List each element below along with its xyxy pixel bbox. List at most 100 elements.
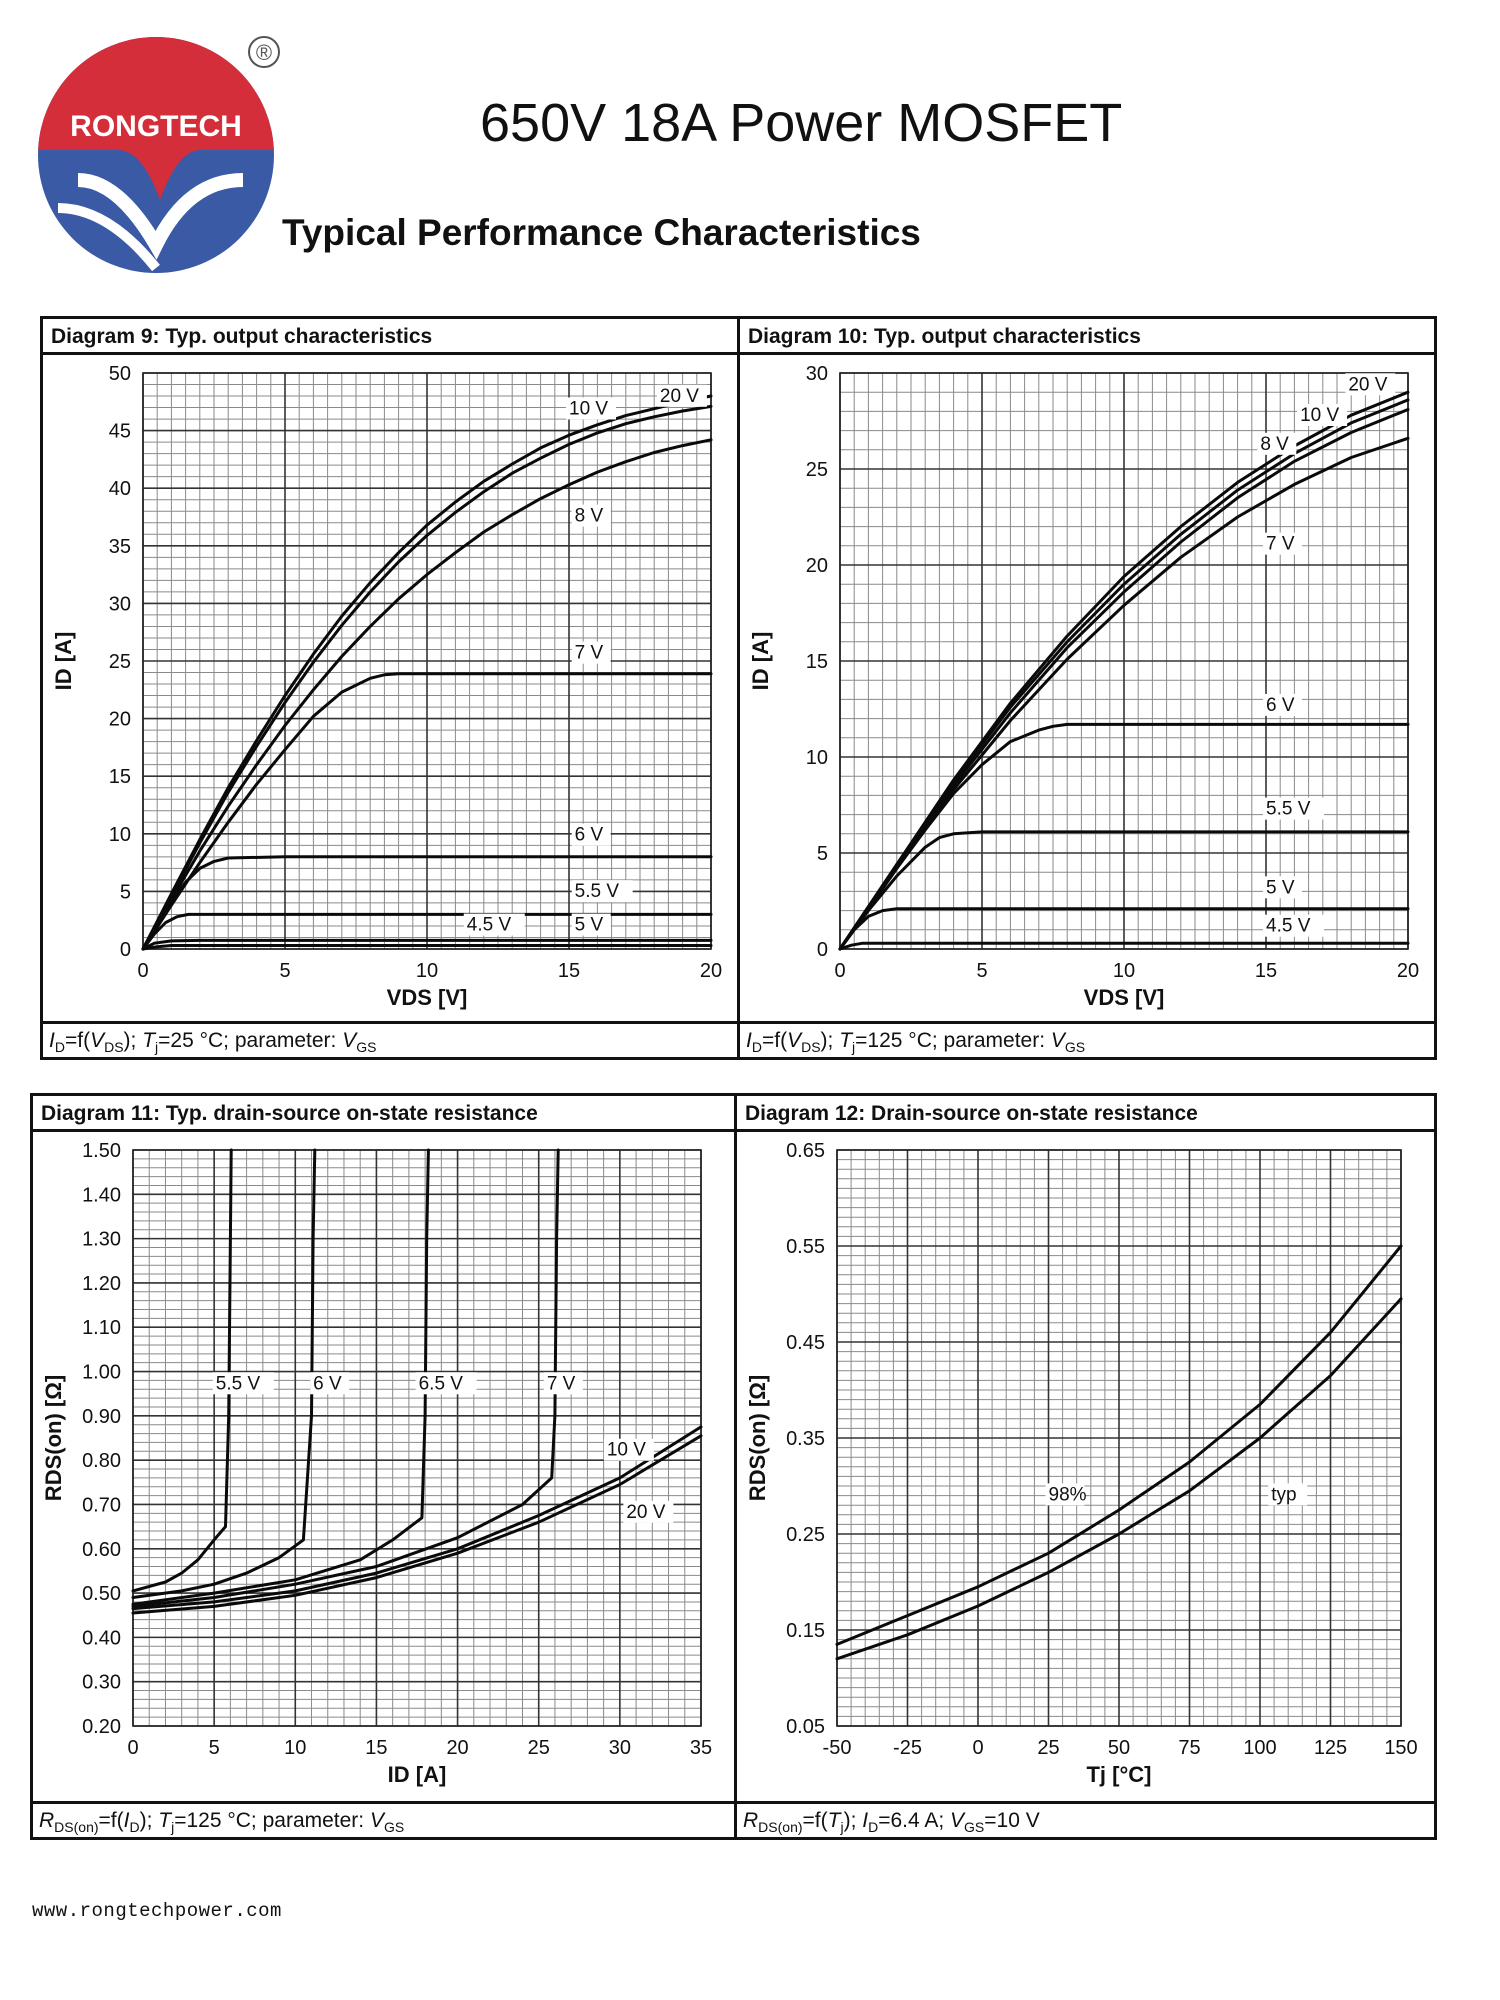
diagram-11-y-tick-label: 0.40	[82, 1627, 121, 1649]
diagram-11-label-bg	[310, 1372, 350, 1395]
diagram-12-y-tick-label: 0.35	[786, 1428, 825, 1450]
diagram-9-label-bg	[571, 504, 611, 527]
diagram-9-label-bg	[463, 913, 525, 936]
diagram-10-x-tick-label: 20	[1397, 960, 1419, 982]
diagram-11-y-tick-label: 1.40	[82, 1184, 121, 1206]
diagram-10-chart: 0 5 10 15 20 0 5 10 15 20 25 30 VDS [V] ID [A] 20 V 10 …	[748, 363, 1419, 1010]
diagram-10-label-bg	[1263, 532, 1302, 555]
diagram-10-title: Diagram 10: Typ. output characteristics	[740, 319, 1434, 355]
diagram-11-x-tick-label: 20	[446, 1737, 468, 1759]
diagram-11-series-label-7-v: 7 V	[547, 1373, 576, 1394]
diagram-12-series-label-typ: typ	[1271, 1484, 1296, 1505]
diagram-9-x-tick-label: 5	[279, 960, 290, 982]
diagram-12-y-tick-label: 0.55	[786, 1236, 825, 1258]
diagram-12-series-typ	[835, 1297, 1403, 1661]
diagram-11-y-tick-label: 0.60	[82, 1539, 121, 1561]
diagram-9-y-tick-label: 0	[120, 939, 131, 961]
diagram-11-series-5-5-v	[131, 1148, 233, 1593]
diagram-9-series-label-10-v: 10 V	[569, 398, 608, 419]
diagram-11-series-6-v	[131, 1148, 317, 1599]
diagram-9-y-tick-label: 30	[109, 593, 131, 615]
diagram-10-x-tick-label: 15	[1255, 960, 1277, 982]
diagram-9-series-20-v	[141, 394, 713, 951]
diagram-11-series-label-5-5-v: 5.5 V	[216, 1373, 261, 1394]
diagram-10-x-tick-label: 0	[834, 960, 845, 982]
diagram-11-series-label-20-v: 20 V	[626, 1502, 665, 1523]
diagram-9-series-label-8-v: 8 V	[575, 506, 604, 527]
diagram-9-series-label-20-v: 20 V	[660, 386, 699, 407]
diagram-11-x-tick-label: 5	[209, 1737, 220, 1759]
diagram-10-x-axis-label: VDS [V]	[1084, 985, 1165, 1010]
diagram-12-y-tick-label: 0.25	[786, 1524, 825, 1546]
diagram-12-label-bg	[1045, 1483, 1085, 1506]
logo-wordmark: RONGTECH	[70, 110, 242, 143]
diagram-9-x-tick-label: 15	[558, 960, 580, 982]
diagram-10-y-tick-label: 5	[817, 843, 828, 865]
diagram-10-series-label-8-v: 8 V	[1260, 434, 1289, 455]
diagram-10-y-tick-label: 15	[806, 651, 828, 673]
diagram-10-label-bg	[1263, 797, 1324, 820]
diagram-11-y-tick-label: 0.30	[82, 1672, 121, 1694]
diagram-9-series-7-v	[141, 672, 713, 951]
diagram-9-x-tick-label: 20	[700, 960, 722, 982]
diagram-9-y-tick-label: 10	[109, 824, 131, 846]
diagram-11-y-tick-label: 0.90	[82, 1406, 121, 1428]
diagram-11-y-tick-label: 1.10	[82, 1317, 121, 1339]
diagram-10-label-bg	[1263, 693, 1302, 716]
page-title: 650V 18A Power MOSFET	[480, 93, 1123, 153]
diagram-11-series-20-v	[131, 1434, 703, 1615]
diagram-9-x-tick-label: 0	[137, 960, 148, 982]
diagram-11-series-10-v	[131, 1425, 703, 1611]
diagram-11-plot-frame	[132, 1149, 702, 1727]
diagram-9-panel: Diagram 9: Typ. output characteristics 0…	[40, 316, 740, 1060]
diagram-9-series-label-4-5-v: 4.5 V	[467, 915, 512, 936]
diagram-10-y-tick-label: 10	[806, 747, 828, 769]
diagram-10-series-label-5-5-v: 5.5 V	[1266, 799, 1311, 820]
diagram-12-x-tick-label: 150	[1384, 1737, 1417, 1759]
diagram-12-title: Diagram 12: Drain-source on-state resist…	[737, 1096, 1434, 1132]
diagram-9-series-10-v	[141, 404, 713, 951]
diagram-9-label-bg	[571, 641, 611, 664]
diagram-11-label-bg	[603, 1438, 654, 1461]
diagram-9-y-tick-label: 45	[109, 421, 131, 443]
diagram-11-x-tick-label: 30	[609, 1737, 631, 1759]
diagram-9-caption: ID=f(VDS); Tj=25 °C; parameter: VGS	[43, 1021, 737, 1057]
diagram-12-y-tick-label: 0.45	[786, 1332, 825, 1354]
diagram-12-x-tick-label: -50	[823, 1737, 852, 1759]
diagram-9-series-8-v	[141, 438, 713, 951]
diagram-11-x-tick-label: 35	[690, 1737, 712, 1759]
diagram-10-series-6-v	[838, 722, 1410, 951]
diagram-11-y-tick-label: 1.20	[82, 1273, 121, 1295]
diagram-9-chart: 0 5 10 15 20 0 5 10 15 20 25 30 35 40 45 50 VDS [V] ID [A…	[51, 363, 722, 1010]
diagram-11-label-bg	[212, 1372, 274, 1395]
diagram-11-series-7-v	[131, 1148, 560, 1608]
diagram-11-y-tick-label: 0.20	[82, 1716, 121, 1738]
diagram-10-caption: ID=f(VDS); Tj=125 °C; parameter: VGS	[740, 1021, 1434, 1057]
diagram-9-y-axis-label: ID [A]	[51, 632, 76, 691]
diagram-12-chart: -50 -25 0 25 50 75 100 125 150 0.05 0.15 0.25 0.35 0.…	[745, 1140, 1418, 1787]
diagram-12-x-tick-label: 25	[1037, 1737, 1059, 1759]
diagram-10-panel: Diagram 10: Typ. output characteristics …	[737, 316, 1437, 1060]
diagram-11-series-label-6-v: 6 V	[313, 1373, 342, 1394]
diagram-12-x-tick-label: -25	[893, 1737, 922, 1759]
rongtech-logo: RONGTECH ®	[38, 36, 280, 273]
diagram-10-series-label-4-5-v: 4.5 V	[1266, 916, 1311, 937]
diagram-12-panel: Diagram 12: Drain-source on-state resist…	[734, 1093, 1437, 1840]
diagram-11-label-bg	[623, 1500, 674, 1523]
diagram-11-x-axis-label: ID [A]	[388, 1762, 447, 1787]
footer-url[interactable]: www.rongtechpower.com	[32, 1900, 282, 1922]
diagram-11-y-tick-label: 0.80	[82, 1450, 121, 1472]
diagram-12-x-tick-label: 75	[1178, 1737, 1200, 1759]
diagram-10-series-5-5-v	[838, 830, 1410, 951]
diagram-9-series-6-v	[141, 855, 713, 951]
diagram-11-y-tick-label: 0.70	[82, 1494, 121, 1516]
diagram-11-series-6-5-v	[131, 1148, 430, 1606]
diagram-9-y-tick-label: 50	[109, 363, 131, 385]
diagram-9-label-bg	[571, 880, 633, 903]
diagram-10-y-axis-label: ID [A]	[748, 632, 773, 691]
diagram-10-y-tick-label: 30	[806, 363, 828, 385]
diagram-11-y-tick-label: 1.00	[82, 1362, 121, 1384]
diagram-9-series-label-7-v: 7 V	[575, 643, 604, 664]
diagram-10-series-label-10-v: 10 V	[1300, 405, 1339, 426]
diagram-9-series-label-6-v: 6 V	[575, 825, 604, 846]
